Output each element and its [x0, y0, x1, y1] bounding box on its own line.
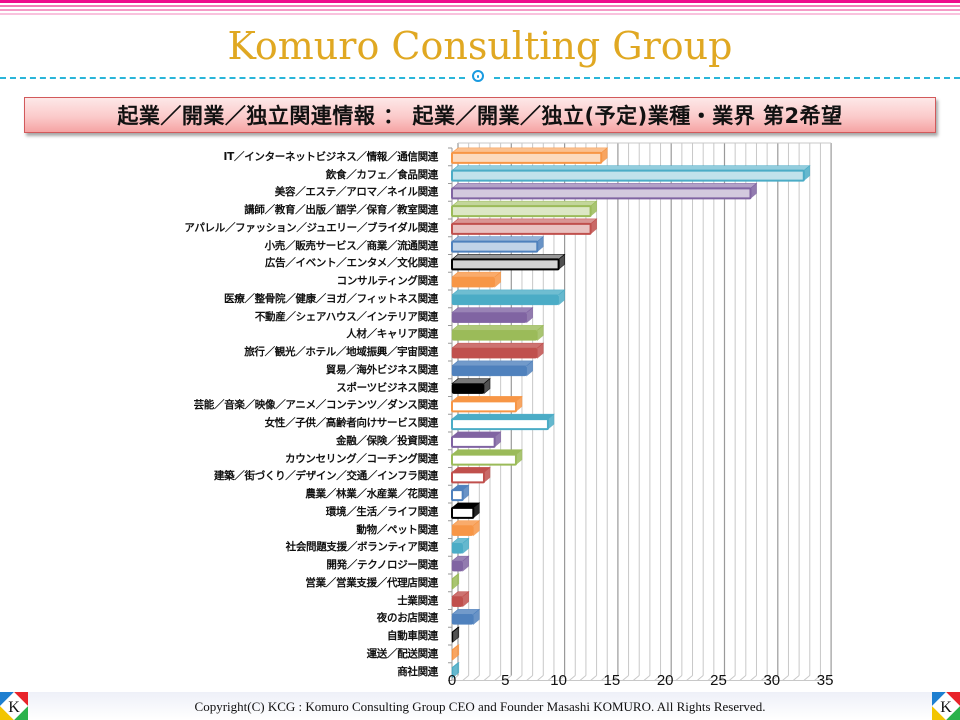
category-label: カウンセリング／コーチング関連 — [285, 452, 438, 465]
brand-title: Komuro Consulting Group — [227, 24, 733, 68]
bar — [451, 147, 609, 164]
category-label: 小売／販売サービス／商業／流通関連 — [264, 239, 439, 252]
bar — [451, 253, 566, 271]
bar — [451, 466, 491, 484]
category-label: 社会問題支援／ボランティア関連 — [285, 541, 439, 554]
bar — [451, 502, 481, 519]
category-label: 医療／整骨院／健康／ヨガ／フィットネス関連 — [224, 292, 438, 305]
x-tick-label: 10 — [550, 672, 567, 689]
bar — [451, 218, 598, 235]
bar — [451, 324, 545, 342]
x-tick-label: 0 — [447, 672, 457, 689]
bar — [451, 608, 481, 626]
bar — [451, 360, 534, 377]
top-stripe — [0, 13, 960, 15]
x-tick-label: 25 — [710, 672, 727, 689]
category-label: 広告／イベント／エンタメ／文化関連 — [264, 257, 438, 270]
kcg-logo-icon: K — [932, 692, 960, 720]
category-label: 環境／生活／ライフ関連 — [325, 505, 439, 518]
category-label: 動物／ペット関連 — [356, 523, 438, 536]
top-stripe — [0, 5, 960, 7]
category-label: 運送／配送関連 — [366, 647, 439, 660]
svg-text:K: K — [940, 699, 952, 716]
x-tick-label: 20 — [656, 672, 674, 689]
category-label: 自動車関連 — [387, 630, 438, 643]
category-label: 飲食／カフェ／食品関連 — [325, 168, 439, 181]
top-stripe — [0, 0, 960, 3]
bar — [451, 626, 460, 643]
bar — [451, 537, 470, 555]
category-label: 芸能／音楽／映像／アニメ／コンテンツ／ダンス関連 — [193, 399, 439, 412]
bar — [451, 431, 502, 448]
category-label: 不動産／シェアハウス／インテリア関連 — [254, 310, 438, 323]
x-tick-label: 30 — [763, 672, 781, 689]
bar — [451, 413, 555, 431]
x-tick-label: 15 — [603, 672, 621, 689]
category-label: 商社関連 — [397, 665, 438, 678]
ring-ornament-icon — [472, 70, 484, 82]
bar — [451, 377, 491, 395]
category-label: アパレル／ファッション／ジュエリー／ブライダル関連 — [184, 221, 438, 234]
bar — [451, 661, 460, 679]
kcg-logo-icon: K — [0, 692, 28, 720]
category-label: コンサルティング関連 — [336, 275, 439, 288]
copyright-text: Copyright(C) KCG : Komuro Consulting Gro… — [194, 699, 766, 714]
category-label: 建築／街づくり／デザイン／交通／インフラ関連 — [213, 470, 438, 483]
category-label: 農業／林業／水産業／花関連 — [305, 488, 438, 501]
slide-title-box: 起業／開業／独立関連情報 ： 起業／開業／独立(予定)業種・業界 第2希望 — [24, 97, 936, 133]
category-label: 開発／テクノロジー関連 — [326, 559, 438, 572]
bar — [451, 555, 470, 572]
category-label: 女性／子供／高齢者向けサービス関連 — [264, 417, 439, 430]
category-label: 営業／営業支援／代理店関連 — [305, 576, 438, 589]
category-label: IT／インターネットビジネス／情報／通信関連 — [223, 150, 439, 163]
category-label: 旅行／観光／ホテル／地域振興／宇宙関連 — [244, 346, 438, 359]
x-tick-label: 5 — [501, 672, 510, 689]
bar — [451, 519, 481, 537]
bar — [451, 235, 545, 253]
bar — [451, 306, 534, 324]
bar — [451, 271, 502, 288]
divider-left — [0, 77, 465, 79]
bar — [451, 590, 470, 608]
divider-right — [494, 77, 960, 79]
svg-text:K: K — [8, 699, 20, 716]
bar — [451, 200, 598, 218]
bar — [451, 573, 460, 590]
bar — [451, 484, 470, 502]
category-label: 士業関連 — [397, 594, 438, 607]
category-label: 美容／エステ／アロマ／ネイル関連 — [274, 186, 439, 199]
x-tick-label: 35 — [816, 672, 834, 689]
chart-bars — [451, 147, 811, 679]
footer-bar — [0, 692, 960, 720]
slide-title: 起業／開業／独立関連情報 ： 起業／開業／独立(予定)業種・業界 第2希望 — [117, 104, 843, 128]
category-label: 貿易／海外ビジネス関連 — [325, 363, 439, 376]
bar — [451, 448, 523, 466]
bar — [451, 342, 545, 359]
category-label: 金融／保険／投資関連 — [336, 434, 438, 447]
category-label: 夜のお店関連 — [376, 612, 439, 625]
category-label: スポーツビジネス関連 — [336, 381, 438, 394]
bar — [451, 182, 758, 200]
category-label: 講師／教育／出版／語学／保育／教室関連 — [244, 204, 438, 217]
top-stripe — [0, 9, 960, 11]
bar — [451, 289, 566, 306]
category-label: 人材／キャリア関連 — [346, 328, 438, 341]
bar — [451, 164, 811, 182]
bar — [451, 395, 523, 413]
bar — [451, 644, 460, 661]
